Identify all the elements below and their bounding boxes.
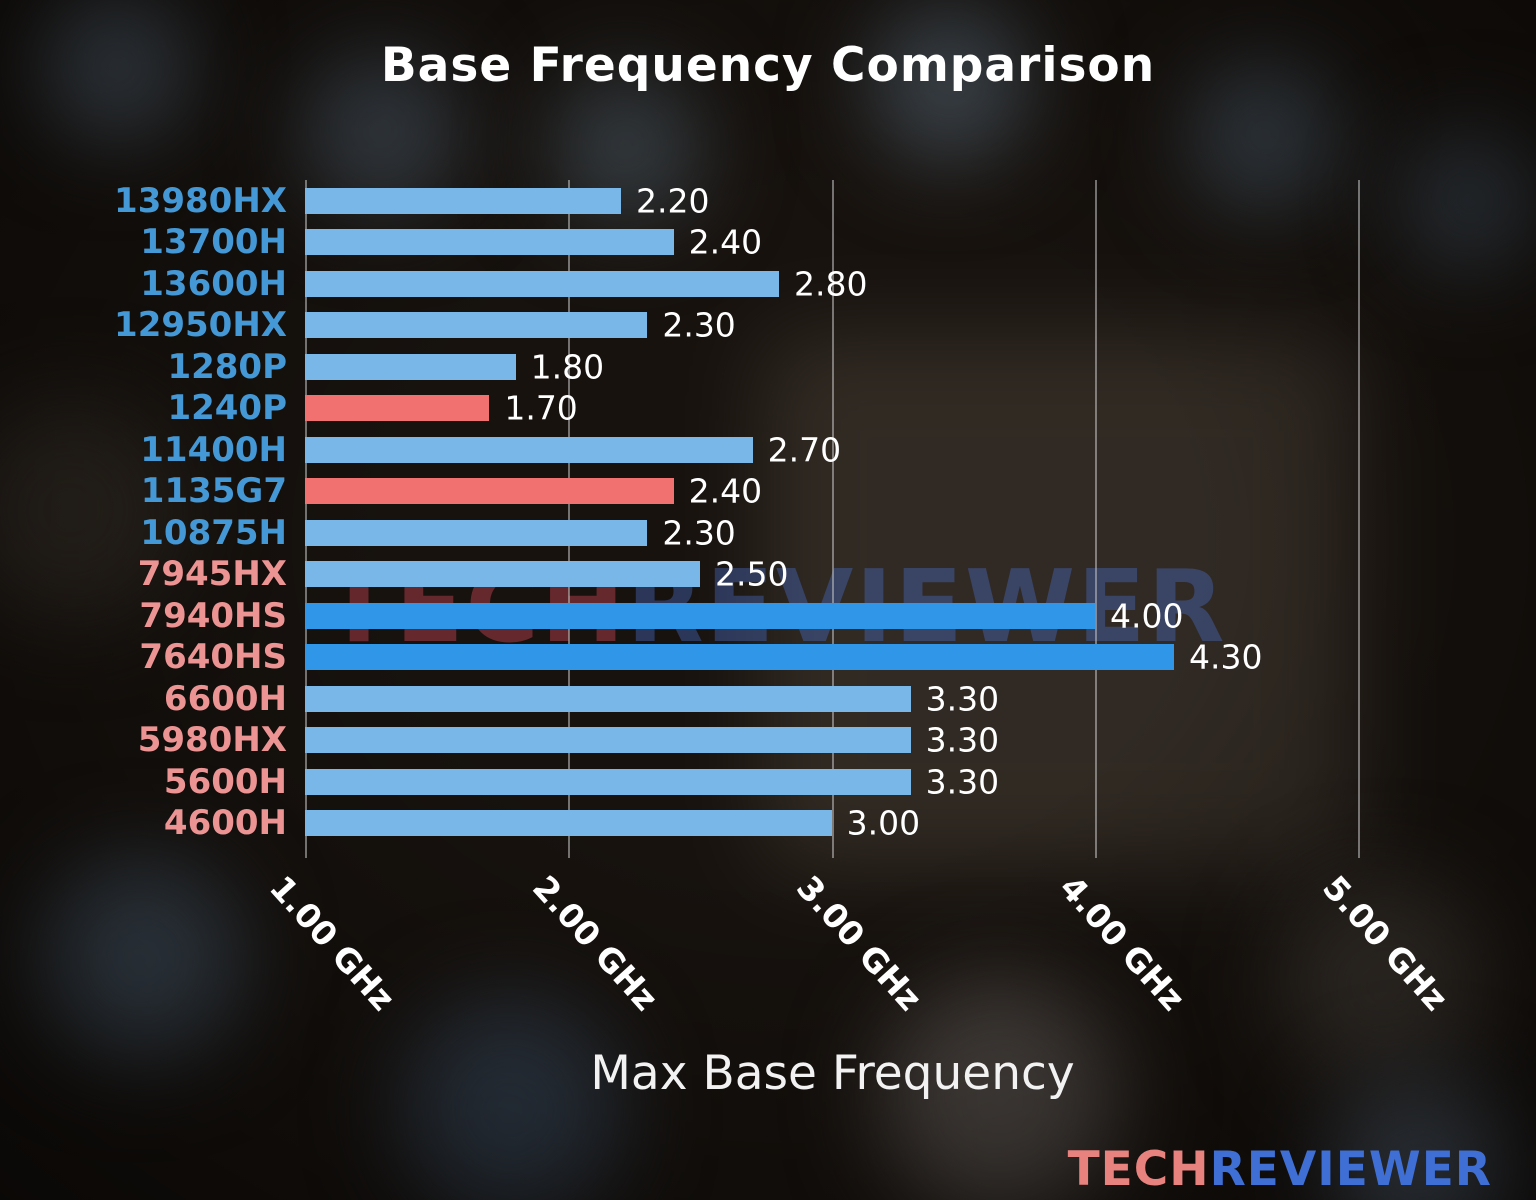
bar (305, 353, 516, 380)
bar (305, 312, 648, 339)
bar-row: 7945HX 2.50 (138, 554, 1490, 596)
value-label: 3.30 (925, 720, 1000, 760)
value-label: 2.30 (662, 513, 736, 553)
category-label: 6600H (163, 678, 287, 719)
gridline (831, 180, 834, 858)
category-label: 1280P (167, 346, 287, 387)
bar (305, 478, 674, 505)
value-label: 2.30 (662, 305, 736, 345)
category-label: 10875H (140, 512, 287, 553)
value-label: 4.00 (1109, 596, 1184, 636)
bar (305, 187, 621, 214)
value-label: 2.50 (714, 554, 789, 594)
category-label: 4600H (163, 803, 287, 844)
category-label: 5980HX (137, 720, 287, 761)
category-label: 12950HX (114, 305, 287, 346)
bar (305, 727, 911, 754)
value-label: 4.30 (1189, 637, 1263, 677)
bar (305, 270, 779, 297)
value-label: 3.30 (925, 679, 1000, 719)
bar (305, 519, 648, 546)
category-label: 13980HX (114, 180, 287, 221)
bar-row: 1280P 1.80 (167, 346, 1490, 388)
bar-row: 13600H 2.80 (140, 263, 1490, 305)
bar-row: 5600H 3.30 (164, 761, 1490, 803)
bar-row: 7940HS 4.00 (139, 595, 1490, 637)
category-label: 1240P (167, 388, 287, 429)
category-label: 11400H (140, 429, 287, 470)
bar (305, 436, 753, 463)
techreviewer-logo: TECHREVIEWER (1068, 1142, 1492, 1197)
category-label: 5600H (163, 761, 287, 802)
bar-row: 7640HS 4.30 (139, 637, 1490, 679)
bar (305, 768, 911, 795)
bar (305, 810, 832, 837)
value-label: 3.00 (846, 803, 921, 843)
bar-row: 12950HX 2.30 (114, 305, 1490, 347)
bar-row: 11400H 2.70 (140, 429, 1490, 471)
value-label: 2.70 (767, 430, 842, 470)
category-label: 7940HS (139, 595, 287, 636)
category-label: 7640HS (139, 637, 287, 678)
logo-tech: TECH (1067, 1142, 1210, 1197)
bar-row: 13980HX 2.20 (114, 180, 1490, 222)
bar-row: 10875H 2.30 (140, 512, 1490, 554)
category-label: 7945HX (137, 554, 287, 595)
bar (305, 602, 1095, 629)
value-label: 2.40 (688, 222, 763, 262)
bar (305, 395, 490, 422)
chart-title: Base Frequency Comparison (380, 38, 1156, 93)
value-label: 1.70 (504, 388, 578, 428)
bar-row: 13700H 2.40 (140, 222, 1490, 264)
bar-row: 1135G7 2.40 (141, 471, 1490, 513)
bar-row: 1240P 1.70 (167, 388, 1490, 430)
category-label: 13600H (140, 263, 287, 304)
category-label: 1135G7 (140, 471, 287, 512)
gridline (305, 180, 307, 858)
bar (305, 561, 700, 588)
value-label: 2.80 (794, 264, 868, 304)
bar-row: 6600H 3.30 (164, 678, 1490, 720)
value-label: 2.40 (688, 471, 763, 511)
bar-row: 5980HX 3.30 (138, 720, 1490, 762)
bar-row: 4600H 3.00 (164, 803, 1490, 845)
bar (305, 644, 1174, 671)
gridline (1095, 180, 1097, 858)
value-label: 3.30 (925, 762, 1000, 802)
logo-reviewer: REVIEWER (1209, 1142, 1492, 1197)
gridline (568, 180, 571, 858)
bar (305, 229, 674, 256)
value-label: 2.20 (635, 181, 710, 221)
category-label: 13700H (140, 222, 287, 263)
value-label: 1.80 (530, 347, 605, 387)
x-axis-label: Max Base Frequency (590, 1046, 1075, 1101)
bar (305, 685, 911, 712)
gridline (1358, 180, 1361, 858)
plot-area: 1.00 GHz 2.00 GHz 3.00 GHz 4.00 GHz 5.00 GHz… (114, 180, 1490, 1018)
